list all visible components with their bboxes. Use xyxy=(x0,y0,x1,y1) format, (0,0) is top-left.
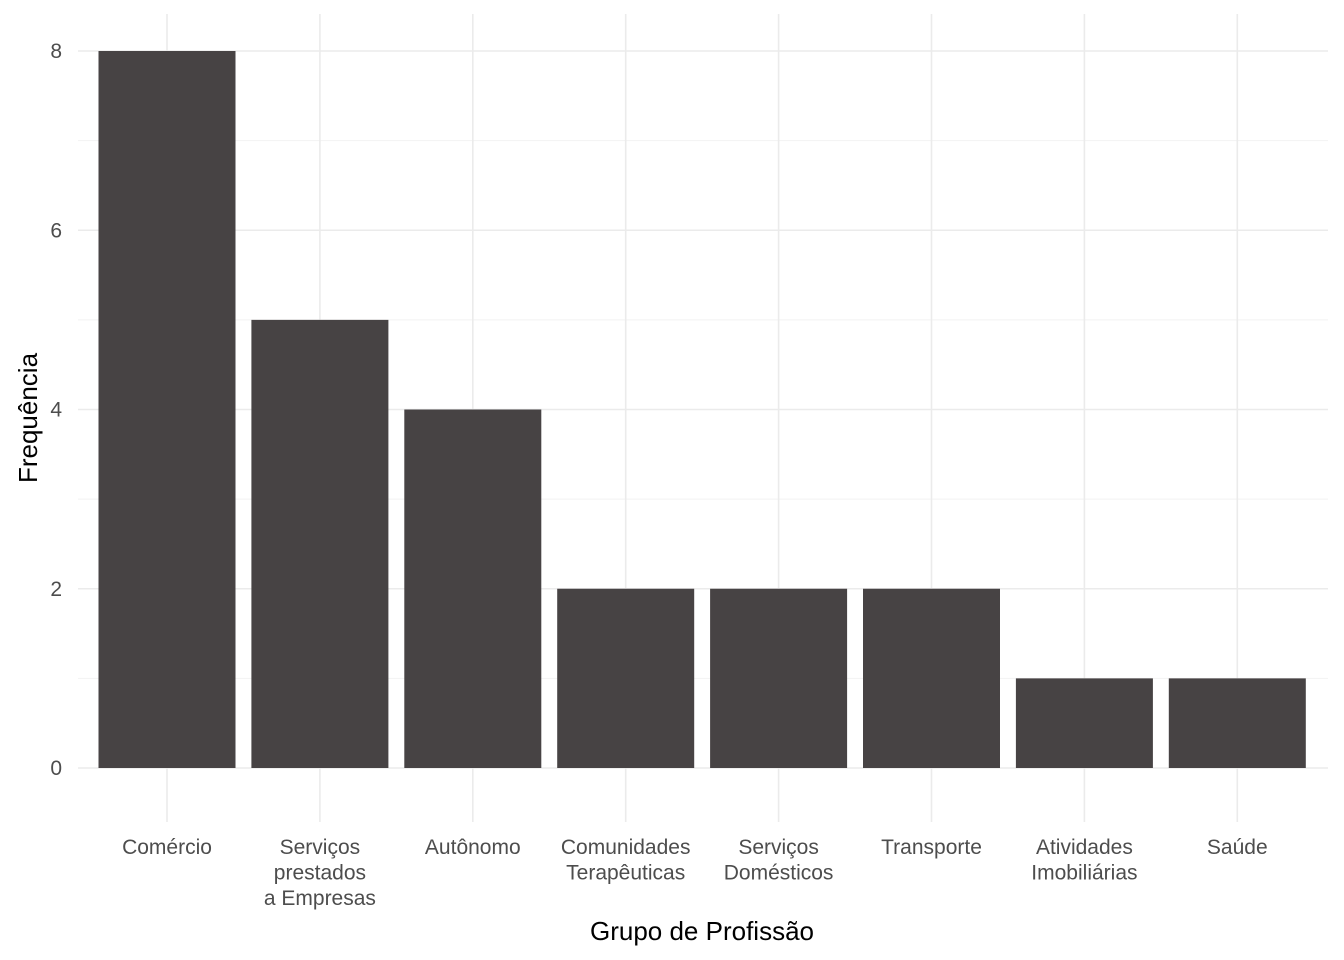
x-tick-label-line: Transporte xyxy=(881,836,982,859)
y-tick-label: 2 xyxy=(50,578,62,601)
x-tick-label-line: Terapêuticas xyxy=(566,862,685,885)
x-tick-label-line: Comunidades xyxy=(561,836,691,859)
x-tick-label-line: Serviços xyxy=(280,836,361,859)
x-tick-label-line: Saúde xyxy=(1207,836,1268,859)
x-tick-label: Comunidades Terapêuticas xyxy=(561,836,691,885)
x-tick-label: Transporte xyxy=(881,836,982,859)
bar xyxy=(557,588,695,768)
x-tick-label-line: Imobiliárias xyxy=(1031,862,1137,885)
x-tick-label-line: Autônomo xyxy=(425,836,521,859)
x-axis-ticks: Comércio Serviços prestados a Empresas Autôn… xyxy=(122,836,1268,910)
x-tick-label-line: a Empresas xyxy=(264,887,376,910)
x-tick-label: Comércio xyxy=(122,836,212,859)
bars xyxy=(98,51,1306,768)
y-tick-label: 0 xyxy=(50,757,62,780)
x-tick-label: Serviços prestados a Empresas xyxy=(264,836,376,910)
x-tick-label-line: prestados xyxy=(274,862,366,885)
x-tick-label-line: Domésticos xyxy=(724,862,834,885)
y-tick-label: 8 xyxy=(50,40,62,63)
bar xyxy=(710,588,848,768)
bar xyxy=(98,51,236,768)
x-tick-label: Serviços Domésticos xyxy=(724,836,834,885)
bar xyxy=(404,409,542,768)
x-tick-label: Atividades Imobiliárias xyxy=(1031,836,1137,885)
x-tick-label-line: Comércio xyxy=(122,836,212,859)
x-tick-label-line: Serviços xyxy=(738,836,819,859)
bar xyxy=(1015,678,1153,768)
x-tick-label-line: Atividades xyxy=(1036,836,1133,859)
y-tick-label: 4 xyxy=(50,399,62,422)
bar xyxy=(863,588,1000,768)
y-axis-title: Frequência xyxy=(13,352,43,483)
y-axis-ticks: 0 2 4 6 8 xyxy=(50,40,62,780)
bar xyxy=(251,319,389,768)
x-tick-label: Saúde xyxy=(1207,836,1268,859)
x-tick-label: Autônomo xyxy=(425,836,521,859)
x-axis-title: Grupo de Profissão xyxy=(590,916,814,946)
bar xyxy=(1168,678,1306,768)
y-tick-label: 6 xyxy=(50,219,62,242)
